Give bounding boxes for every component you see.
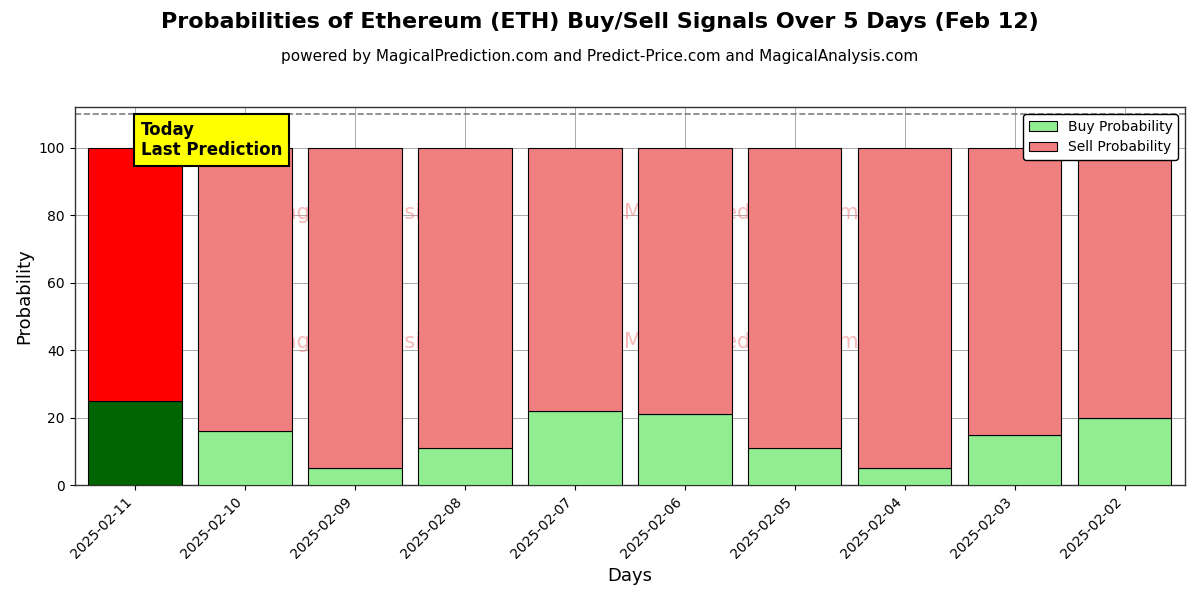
- Text: powered by MagicalPrediction.com and Predict-Price.com and MagicalAnalysis.com: powered by MagicalPrediction.com and Pre…: [281, 49, 919, 64]
- Bar: [198, 148, 292, 431]
- Bar: [89, 148, 182, 401]
- Bar: [638, 415, 732, 485]
- Bar: [528, 148, 622, 411]
- Bar: [308, 469, 402, 485]
- Bar: [858, 148, 952, 469]
- Bar: [89, 401, 182, 485]
- Bar: [308, 148, 402, 469]
- Bar: [748, 448, 841, 485]
- Bar: [1078, 148, 1171, 418]
- Bar: [419, 148, 511, 448]
- Text: MagicalPrediction.com: MagicalPrediction.com: [624, 332, 858, 352]
- Bar: [968, 148, 1061, 434]
- Text: MagicalAnalysis.com: MagicalAnalysis.com: [266, 332, 482, 352]
- Bar: [419, 448, 511, 485]
- Bar: [858, 469, 952, 485]
- Y-axis label: Probability: Probability: [16, 248, 34, 344]
- Bar: [1078, 418, 1171, 485]
- Bar: [748, 148, 841, 448]
- Bar: [198, 431, 292, 485]
- Text: Probabilities of Ethereum (ETH) Buy/Sell Signals Over 5 Days (Feb 12): Probabilities of Ethereum (ETH) Buy/Sell…: [161, 12, 1039, 32]
- Bar: [968, 434, 1061, 485]
- Text: MagicalPrediction.com: MagicalPrediction.com: [624, 203, 858, 223]
- Bar: [638, 148, 732, 415]
- X-axis label: Days: Days: [607, 567, 653, 585]
- Text: MagicalAnalysis.com: MagicalAnalysis.com: [266, 203, 482, 223]
- Legend: Buy Probability, Sell Probability: Buy Probability, Sell Probability: [1024, 114, 1178, 160]
- Bar: [528, 411, 622, 485]
- Text: Today
Last Prediction: Today Last Prediction: [140, 121, 282, 160]
